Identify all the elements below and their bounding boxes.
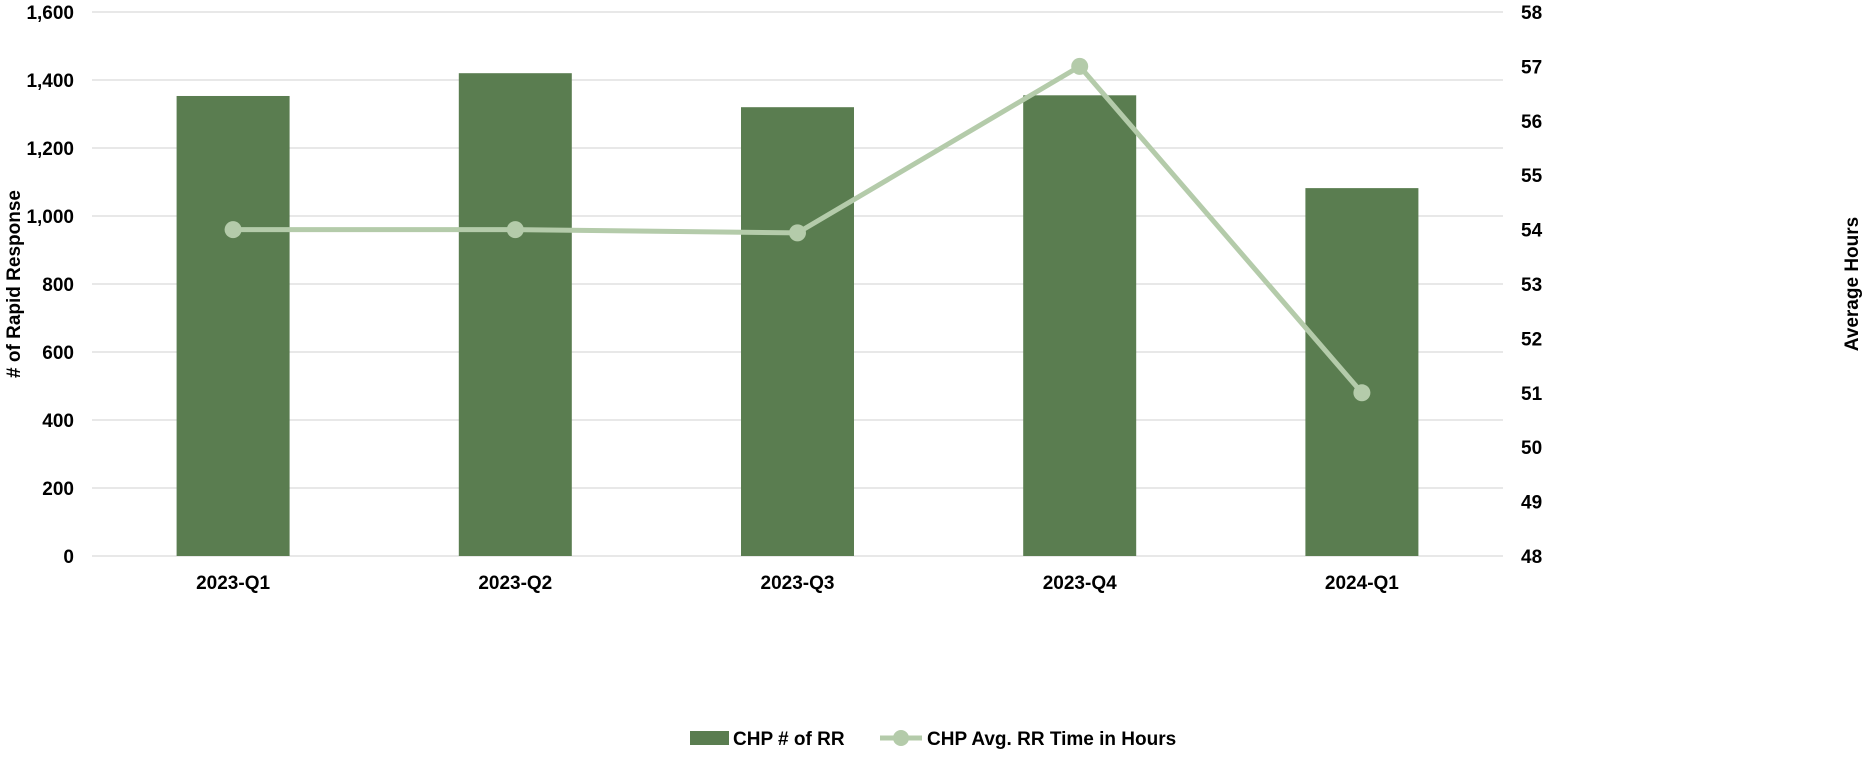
left-tick-label: 0 bbox=[63, 547, 74, 568]
right-tick-label: 50 bbox=[1521, 438, 1542, 459]
x-tick-label: 2024-Q1 bbox=[1325, 573, 1399, 594]
legend-bar-label: CHP # of RR bbox=[733, 729, 845, 750]
x-tick-label: 2023-Q4 bbox=[1043, 573, 1117, 594]
left-axis-title: # of Rapid Response bbox=[4, 190, 25, 378]
line-series bbox=[224, 57, 1371, 402]
right-tick-label: 56 bbox=[1521, 112, 1542, 133]
bar bbox=[458, 73, 572, 556]
bar bbox=[741, 107, 854, 556]
right-tick-label: 51 bbox=[1521, 384, 1543, 405]
right-tick-label: 48 bbox=[1521, 547, 1542, 568]
left-tick-label: 1,000 bbox=[26, 207, 74, 228]
bar bbox=[1305, 188, 1419, 556]
bar bbox=[176, 95, 290, 556]
legend-bar-swatch bbox=[690, 731, 729, 745]
line-point bbox=[506, 221, 524, 239]
line-point bbox=[1353, 384, 1371, 402]
x-axis-ticks: 2023-Q1 2023-Q2 2023-Q3 2023-Q4 2024-Q1 bbox=[196, 573, 1399, 594]
right-tick-label: 49 bbox=[1521, 493, 1542, 514]
legend: CHP # of RR CHP Avg. RR Time in Hours bbox=[690, 729, 1176, 750]
x-tick-label: 2023-Q1 bbox=[196, 573, 270, 594]
right-tick-label: 58 bbox=[1521, 3, 1542, 24]
x-tick-label: 2023-Q3 bbox=[761, 573, 835, 594]
right-tick-label: 52 bbox=[1521, 329, 1542, 350]
left-tick-label: 200 bbox=[42, 479, 74, 500]
left-tick-label: 1,400 bbox=[26, 71, 74, 92]
line-point bbox=[789, 224, 806, 242]
left-tick-label: 1,200 bbox=[26, 139, 74, 160]
left-tick-label: 800 bbox=[42, 275, 74, 296]
left-tick-label: 600 bbox=[42, 343, 74, 364]
legend-line-marker bbox=[893, 730, 909, 746]
right-tick-label: 55 bbox=[1521, 166, 1543, 187]
line-point bbox=[1071, 57, 1089, 75]
left-tick-label: 1,600 bbox=[26, 3, 74, 24]
right-axis-title: Average Hours bbox=[1842, 217, 1863, 351]
right-tick-label: 57 bbox=[1521, 57, 1542, 78]
legend-line-label: CHP Avg. RR Time in Hours bbox=[927, 729, 1176, 750]
x-tick-label: 2023-Q2 bbox=[478, 573, 552, 594]
left-axis-ticks: 0 200 400 600 800 1,000 1,200 1,400 1,600 bbox=[26, 3, 74, 568]
right-tick-label: 54 bbox=[1521, 221, 1543, 242]
right-tick-label: 53 bbox=[1521, 275, 1542, 296]
line-point bbox=[224, 221, 242, 239]
bar bbox=[1023, 95, 1137, 557]
right-axis-ticks: 48 49 50 51 52 53 54 55 56 57 58 bbox=[1521, 3, 1543, 568]
bar-series bbox=[176, 73, 1419, 557]
left-tick-label: 400 bbox=[42, 411, 74, 432]
